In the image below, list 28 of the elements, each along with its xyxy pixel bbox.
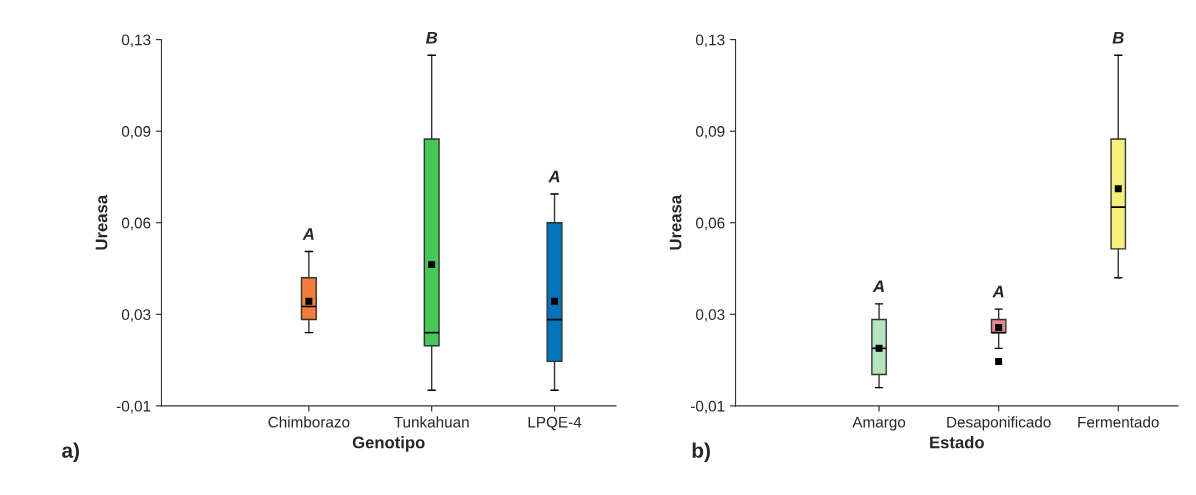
- x-tick-label: Fermentado: [1078, 416, 1159, 428]
- y-axis-title: Ureasa: [669, 194, 682, 250]
- y-tick-label: 0,03: [121, 309, 151, 322]
- y-tick-label: 0,06: [121, 217, 151, 231]
- y-tick-label: -0,01: [690, 400, 725, 414]
- text: a): [62, 442, 79, 462]
- x-tick-label: LPQE-4: [528, 416, 582, 431]
- x-tick-label: Tunkahuan: [394, 416, 469, 428]
- annotation: A: [992, 285, 1004, 298]
- y-tick-label: -0,01: [116, 400, 151, 414]
- annotation: A: [548, 170, 560, 183]
- x-tick-label: Desaponificado: [947, 416, 1051, 431]
- annotation: A: [302, 228, 314, 240]
- y-tick-label: 0,06: [695, 217, 725, 231]
- y-axis-title: Ureasa: [95, 194, 108, 250]
- x-axis-title: Estado: [930, 436, 984, 449]
- x-tick-label: Amargo: [852, 416, 906, 431]
- annotation: A: [872, 280, 884, 293]
- annotation: B: [1112, 32, 1124, 44]
- text: b): [692, 442, 710, 462]
- y-tick-label: 0,13: [121, 34, 151, 48]
- annotation: B: [425, 32, 438, 44]
- y-tick-label: 0,09: [121, 126, 151, 139]
- y-tick-label: 0,03: [695, 309, 725, 322]
- y-tick-label: 0,09: [695, 126, 725, 139]
- x-tick-label: Chimborazo: [268, 416, 350, 428]
- y-tick-label: 0,13: [695, 34, 725, 48]
- x-axis-title: Genotipo: [352, 436, 425, 452]
